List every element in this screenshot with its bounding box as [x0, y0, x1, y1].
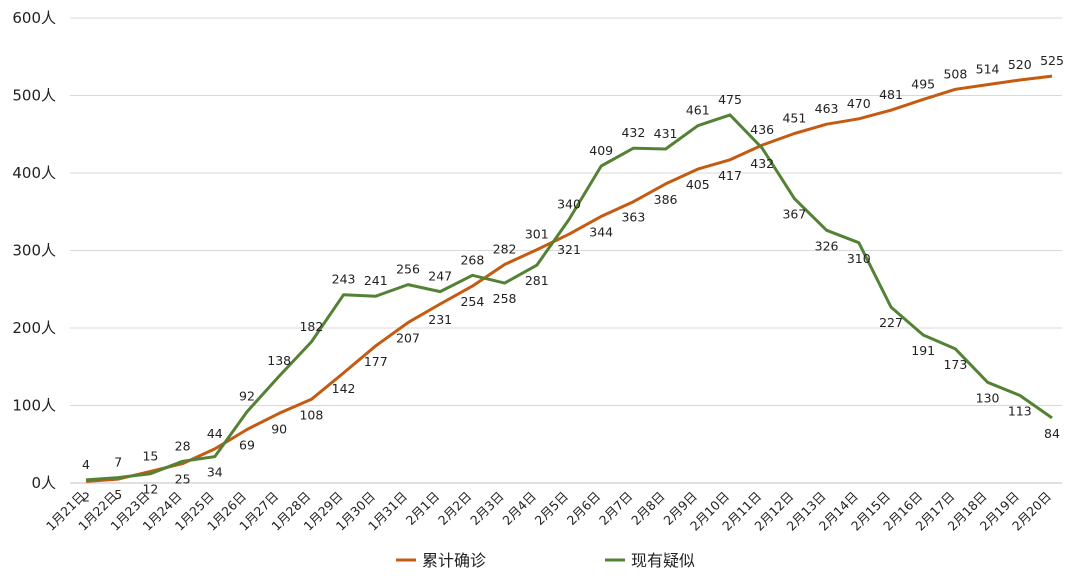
data-labels: 2 515254469901081421772072312542823013213… — [82, 53, 1064, 504]
y-tick-label: 600人 — [12, 9, 56, 27]
y-tick-label: 0人 — [31, 474, 56, 492]
data-label: 177 — [364, 354, 388, 369]
data-label: 173 — [943, 357, 967, 372]
legend-label-cumulative-confirmed: 累计确诊 — [422, 551, 486, 570]
series-lines — [85, 74, 1053, 483]
data-label: 514 — [976, 62, 1000, 77]
series-line-current-suspected — [85, 113, 1053, 482]
data-label: 340 — [557, 197, 581, 212]
data-label: 321 — [557, 242, 581, 257]
x-tick-label: 2月5日 — [532, 489, 572, 529]
data-label: 344 — [589, 224, 613, 239]
data-label: 69 — [239, 438, 255, 453]
data-label: 247 — [428, 269, 452, 284]
grid-lines — [70, 17, 1062, 484]
legend: 累计确诊 现有疑似 — [396, 551, 695, 570]
legend-label-current-suspected: 现有疑似 — [631, 551, 695, 570]
data-label: 12 — [142, 482, 158, 497]
data-label: 431 — [654, 126, 678, 141]
data-label: 310 — [847, 251, 871, 266]
data-label: 475 — [718, 92, 742, 107]
data-label: 84 — [1044, 426, 1060, 441]
data-label: 417 — [718, 168, 742, 183]
data-label: 44 — [207, 426, 223, 441]
data-label: 113 — [1008, 403, 1032, 418]
data-label: 258 — [493, 291, 517, 306]
x-tick-label: 2月3日 — [467, 489, 507, 529]
data-label: 256 — [396, 262, 420, 277]
data-label: 207 — [396, 331, 420, 346]
data-label: 281 — [525, 273, 549, 288]
data-label: 108 — [299, 407, 323, 422]
data-label: 4 — [82, 457, 90, 472]
data-label: 481 — [879, 87, 903, 102]
data-label: 432 — [621, 125, 645, 140]
data-label: 28 — [175, 438, 191, 453]
data-label: 243 — [332, 272, 356, 287]
x-tick-label: 2月4日 — [499, 489, 539, 529]
x-tick-label: 2月6日 — [564, 489, 604, 529]
data-label: 301 — [525, 227, 549, 242]
y-tick-label: 500人 — [12, 87, 56, 105]
x-axis: 1月21日1月22日1月23日1月24日1月25日1月26日1月27日1月28日… — [43, 489, 1054, 534]
data-label: 182 — [299, 319, 323, 334]
data-label: 130 — [976, 390, 1000, 405]
data-label: 90 — [271, 421, 287, 436]
data-label: 254 — [460, 294, 484, 309]
y-tick-label: 400人 — [12, 164, 56, 182]
data-label: 142 — [332, 381, 356, 396]
data-label: 432 — [750, 156, 774, 171]
data-label: 241 — [364, 273, 388, 288]
data-label: 525 — [1040, 53, 1064, 68]
data-label: 231 — [428, 312, 452, 327]
data-label: 409 — [589, 143, 613, 158]
data-label: 363 — [621, 210, 645, 225]
x-tick-label: 2月1日 — [403, 489, 443, 529]
x-tick-label: 2月8日 — [628, 489, 668, 529]
data-label: 7 — [114, 455, 122, 470]
y-tick-label: 100人 — [12, 397, 56, 415]
data-label: 451 — [782, 110, 806, 125]
data-label: 92 — [239, 389, 255, 404]
data-label: 386 — [654, 192, 678, 207]
data-label: 2 — [82, 489, 90, 504]
y-axis: 0人 100人 200人 300人 400人 500人 600人 — [12, 9, 56, 492]
data-label: 15 — [142, 448, 158, 463]
y-tick-label: 200人 — [12, 319, 56, 337]
data-label: 227 — [879, 315, 903, 330]
x-tick-label: 2月2日 — [435, 489, 475, 529]
data-label: 268 — [460, 252, 484, 267]
data-label: 405 — [686, 177, 710, 192]
data-label: 191 — [911, 343, 935, 358]
data-label: 520 — [1008, 57, 1032, 72]
data-label: 463 — [815, 101, 839, 116]
data-label: 436 — [750, 122, 774, 137]
data-label: 34 — [207, 465, 223, 480]
x-tick-label: 2月7日 — [596, 489, 636, 529]
data-label: 461 — [686, 103, 710, 118]
data-label: 495 — [911, 76, 935, 91]
data-label: 25 — [175, 472, 191, 487]
data-label: 367 — [782, 207, 806, 222]
data-label: 138 — [267, 353, 291, 368]
data-label: 282 — [493, 241, 517, 256]
data-label: 470 — [847, 96, 871, 111]
data-label: 326 — [815, 238, 839, 253]
series-line-cumulative-confirmed — [85, 74, 1053, 483]
y-tick-label: 300人 — [12, 242, 56, 260]
data-label: 508 — [943, 66, 967, 81]
data-label: 5 — [114, 487, 122, 502]
